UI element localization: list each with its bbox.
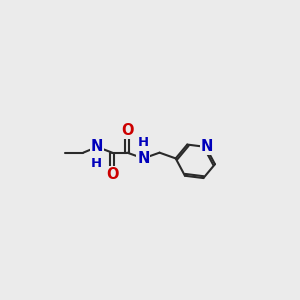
Text: O: O [106,167,118,182]
Text: N: N [91,140,103,154]
Text: O: O [121,123,134,138]
Text: H: H [138,136,149,149]
Text: H: H [90,157,102,170]
Text: N: N [201,140,213,154]
Text: N: N [137,151,149,166]
